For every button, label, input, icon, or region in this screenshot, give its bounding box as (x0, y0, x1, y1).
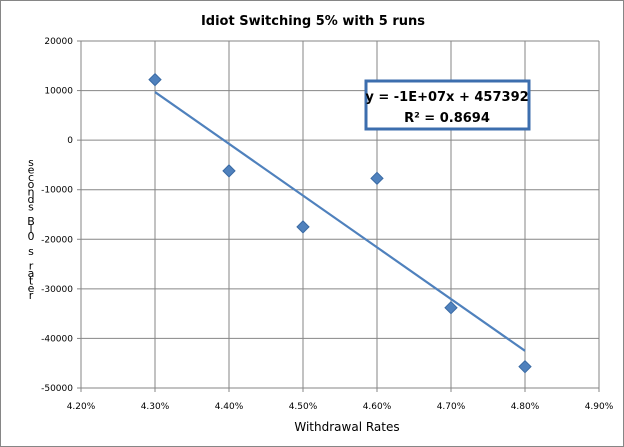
trendline-r-squared: R² = 0.8694 (404, 111, 490, 126)
data-point (518, 359, 532, 374)
trendline-layer (154, 91, 526, 352)
data-point (296, 220, 310, 234)
trendline-equation: y = -1E+07x + 457392 (365, 90, 528, 105)
x-tick-label: 4.50% (289, 402, 318, 412)
x-tick-label: 4.80% (511, 402, 540, 412)
y-axis-title-char: s (28, 200, 34, 213)
x-tick-label: 4.20% (67, 402, 96, 412)
y-tick-label: -50000 (41, 384, 73, 394)
y-tick-label: -20000 (41, 235, 73, 245)
x-tick-label: 4.40% (215, 402, 244, 412)
y-axis-title-char: a (28, 267, 35, 280)
x-tick-label: 4.30% (141, 402, 170, 412)
data-points (148, 72, 532, 374)
y-tick-label: -30000 (41, 285, 73, 295)
data-point (222, 164, 236, 178)
y-tick-label: 10000 (44, 87, 73, 97)
y-axis-title-char: o (28, 178, 35, 191)
x-tick-label: 4.90% (585, 402, 614, 412)
y-axis-title-char: r (29, 260, 34, 273)
y-tick-label: 0 (67, 136, 73, 146)
y-tick-label: -10000 (41, 186, 73, 196)
y-axis-title-char: B (27, 215, 35, 228)
data-point (148, 72, 162, 87)
y-axis-title-char: e (28, 163, 35, 176)
y-axis-title-char: s (28, 245, 34, 258)
data-point (370, 171, 384, 186)
trendline (154, 91, 526, 352)
x-tick-labels: 4.20% 4.30% 4.40% 4.50% 4.60% 4.70% 4.80% 4.90% (67, 402, 614, 412)
x-tick-label: 4.60% (363, 402, 392, 412)
y-axis-title-char: t (29, 274, 34, 287)
x-tick-label: 4.70% (437, 402, 466, 412)
y-axis-title-char: n (28, 186, 35, 199)
data-point (444, 300, 458, 315)
y-axis-title-char: s (28, 156, 34, 169)
grid-layer (80, 40, 600, 389)
y-tick-label: 20000 (44, 37, 73, 47)
y-axis-title-char: 0 (28, 230, 35, 243)
y-axis-title-char: r (29, 289, 34, 302)
equation-border (364, 79, 531, 131)
y-tick-label: -40000 (41, 334, 73, 344)
y-axis-title-char: c (28, 171, 34, 184)
trendline-equation-box: y = -1E+07x + 457392 R² = 0.8694 (364, 79, 531, 131)
y-tick-labels: 20000 10000 0 -10000 -20000 -30000 -40000 -5000… (41, 37, 73, 394)
x-axis-title: Withdrawal Rates (294, 420, 399, 434)
y-axis-title-char: l (29, 223, 32, 236)
y-axis-title-char: d (28, 193, 35, 206)
axis-layer (77, 40, 600, 392)
chart-title: Idiot Switching 5% with 5 runs (201, 14, 425, 29)
y-axis-title-char: e (28, 282, 35, 295)
